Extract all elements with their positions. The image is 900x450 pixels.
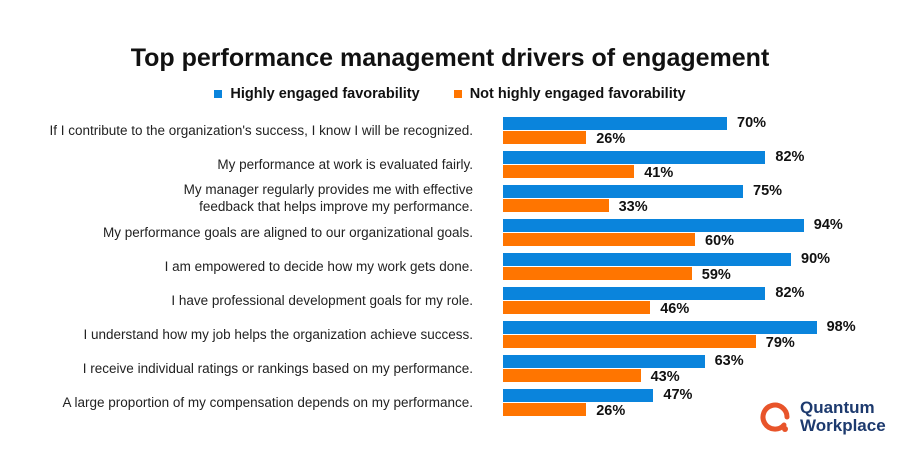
bar-not-highly-engaged [503,403,587,416]
data-label: 59% [701,267,731,283]
category-label-line: My performance goals are aligned to our … [103,224,473,240]
legend-item-highly-engaged: Highly engaged favorability [214,86,420,102]
data-label: 82% [775,285,805,301]
bar-highly-engaged [503,117,727,130]
data-label: 60% [705,233,735,249]
legend-label: Highly engaged favorability [230,86,420,102]
bar-highly-engaged [503,389,654,402]
data-label: 98% [826,319,856,335]
bar-not-highly-engaged [503,199,609,212]
data-label: 43% [650,369,680,385]
bar-highly-engaged [503,185,743,198]
category-label-line: My performance at work is evaluated fair… [217,156,473,172]
category-label-line: I receive individual ratings or rankings… [82,360,473,376]
bar-not-highly-engaged [503,233,695,246]
category-label-line: My manager regularly provides me with ef… [183,182,473,197]
data-label: 47% [663,387,693,403]
data-label: 63% [714,353,744,369]
category-label-line: If I contribute to the organization's su… [49,122,473,138]
logo-mark-icon [760,402,790,432]
legend-swatch-blue [214,90,223,98]
logo-text-line1: Quantum [800,398,875,417]
bar-not-highly-engaged [503,301,651,314]
bar-highly-engaged [503,321,817,334]
data-label: 70% [737,115,767,131]
category-label-line: A large proportion of my compensation de… [62,394,473,410]
data-label: 82% [775,149,805,165]
category-label-line: feedback that helps improve my performan… [199,199,473,214]
category-label: I have professional development goals fo… [13,292,473,309]
legend-item-not-highly-engaged: Not highly engaged favorability [453,86,686,102]
data-label: 26% [596,131,626,147]
data-label: 79% [765,335,795,351]
quantum-workplace-logo: Quantum Workplace [758,399,886,435]
category-label: A large proportion of my compensation de… [13,394,473,411]
logo-text-line2: Workplace [800,416,886,435]
bar-highly-engaged [503,253,791,266]
bar-not-highly-engaged [503,267,692,280]
data-label: 94% [813,217,843,233]
data-label: 75% [753,183,783,199]
bar-not-highly-engaged [503,369,641,382]
legend-swatch-orange [453,90,462,98]
data-label: 90% [801,251,831,267]
bar-not-highly-engaged [503,131,587,144]
legend: Highly engaged favorability Not highly e… [0,86,900,102]
data-label: 33% [618,199,648,215]
bar-highly-engaged [503,151,766,164]
legend-label: Not highly engaged favorability [469,86,686,102]
data-label: 46% [660,301,690,317]
category-label: I understand how my job helps the organi… [13,326,473,343]
bar-highly-engaged [503,219,804,232]
bar-not-highly-engaged [503,335,756,348]
bar-not-highly-engaged [503,165,635,178]
data-label: 41% [644,165,674,181]
category-label: If I contribute to the organization's su… [13,122,473,139]
bar-highly-engaged [503,355,705,368]
category-label: I receive individual ratings or rankings… [13,360,473,377]
category-label: My manager regularly provides me with ef… [13,181,473,215]
bar-highly-engaged [503,287,766,300]
category-label-line: I understand how my job helps the organi… [83,326,473,342]
data-label: 26% [596,403,626,419]
category-label: My performance at work is evaluated fair… [13,156,473,173]
category-label-line: I have professional development goals fo… [171,292,473,308]
chart-title: Top performance management drivers of en… [130,44,770,72]
category-label-line: I am empowered to decide how my work get… [164,258,473,274]
category-label: I am empowered to decide how my work get… [13,258,473,275]
category-label: My performance goals are aligned to our … [13,224,473,241]
